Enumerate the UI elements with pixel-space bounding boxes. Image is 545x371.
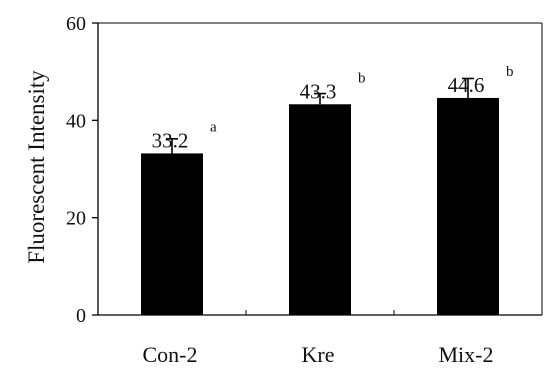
x-category-label: Kre	[302, 342, 335, 367]
significance-letter: a	[210, 119, 217, 135]
data-label: 44.6	[448, 73, 485, 97]
data-label: 43.3	[300, 79, 337, 103]
significance-letter: b	[506, 64, 514, 80]
y-axis-title: Fluorescent Intensity	[24, 70, 49, 264]
data-label: 33.2	[152, 128, 189, 152]
y-tick-label: 0	[76, 305, 86, 327]
bars	[141, 77, 499, 316]
y-tick-label: 40	[66, 110, 86, 132]
x-category-label: Con-2	[143, 342, 198, 367]
y-tick-label: 20	[66, 208, 86, 230]
labels: 33.2 a Con-2 43.3 b Kre 44.6 b Mix-2	[143, 64, 514, 367]
bar	[437, 97, 499, 316]
bar	[141, 153, 203, 315]
y-tick-label: 60	[66, 13, 86, 35]
significance-letter: b	[358, 70, 366, 86]
bar	[289, 104, 351, 315]
x-category-label: Mix-2	[439, 342, 494, 367]
